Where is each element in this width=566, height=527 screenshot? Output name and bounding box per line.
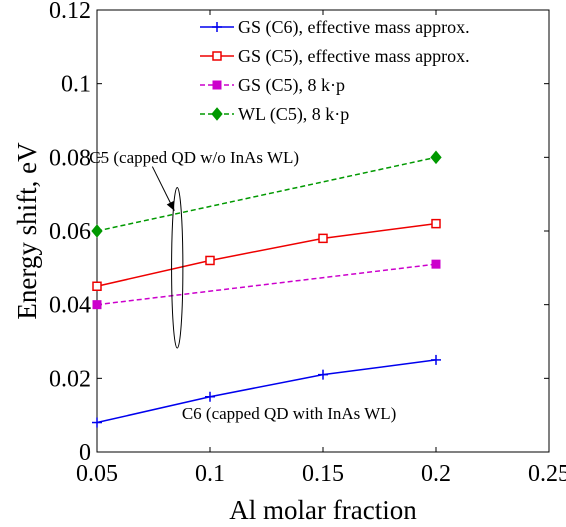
- series-3: [92, 259, 441, 310]
- series-line: [96, 156, 437, 232]
- series-2: [92, 218, 441, 291]
- legend-label: GS (C6), effective mass approx.: [238, 17, 470, 38]
- data-point: [318, 369, 328, 380]
- data-point: [431, 354, 441, 365]
- data-point: [431, 259, 441, 269]
- x-tick-label: 0.15: [302, 461, 344, 487]
- data-point: [318, 233, 328, 244]
- data-point: [92, 281, 102, 291]
- series-layer: [91, 150, 442, 428]
- y-tick-label: 0.1: [61, 72, 91, 98]
- annotation-text: C6 (capped QD with InAs WL): [182, 404, 397, 423]
- legend-entry-3: GS (C5), 8 k·p: [200, 75, 345, 96]
- chart-legend: GS (C6), effective mass approx. GS (C5), …: [200, 17, 470, 125]
- legend-swatch-marker: [212, 22, 222, 32]
- legend-swatch-marker: [212, 51, 222, 61]
- x-tick-label: 0.25: [528, 461, 566, 487]
- legend-label: WL (C5), 8 k·p: [238, 104, 349, 125]
- y-axis-label: Energy shift, eV: [12, 142, 42, 320]
- y-tick-label: 0.04: [49, 293, 91, 319]
- y-tick-label: 0.02: [49, 366, 91, 392]
- series-line: [96, 222, 437, 287]
- legend-entry-4: WL (C5), 8 k·p: [200, 104, 349, 125]
- plot-axes: 0.05 0.1 0.15 0.2 0.25 0 0.02 0.04 0.06 0.08 0.1 0.…: [49, 0, 566, 487]
- y-tick-label: 0: [79, 440, 91, 466]
- x-tick-label: 0.2: [421, 461, 451, 487]
- series-1: [92, 354, 441, 428]
- legend-entry-2: GS (C5), effective mass approx.: [200, 46, 470, 67]
- data-point: [431, 218, 441, 229]
- y-tick-label: 0.12: [49, 0, 91, 24]
- legend-label: GS (C5), effective mass approx.: [238, 46, 470, 67]
- legend-label: GS (C5), 8 k·p: [238, 75, 345, 96]
- legend-swatch-marker: [211, 107, 223, 121]
- arrow-head: [166, 200, 175, 211]
- series-line: [96, 263, 437, 306]
- x-axis-label: Al molar fraction: [229, 495, 417, 525]
- data-point: [91, 224, 103, 238]
- data-point: [205, 391, 215, 402]
- annotation-layer: C5 (capped QD w/o InAs WL) C6 (capped QD …: [89, 148, 396, 423]
- data-point: [205, 255, 215, 266]
- series-line: [96, 359, 437, 424]
- y-tick-label: 0.08: [49, 145, 91, 171]
- data-point: [430, 150, 442, 165]
- legend-entry-1: GS (C6), effective mass approx.: [200, 17, 470, 38]
- y-tick-label: 0.06: [49, 219, 91, 245]
- annotation-text: C5 (capped QD w/o InAs WL): [89, 148, 299, 167]
- grouping-ellipse: [171, 187, 184, 349]
- x-tick-label: 0.1: [195, 461, 225, 487]
- data-point: [92, 300, 102, 310]
- data-point: [92, 417, 102, 428]
- series-4: [91, 150, 442, 238]
- x-tick-label: 0.05: [76, 461, 118, 487]
- legend-swatch-marker: [212, 80, 222, 90]
